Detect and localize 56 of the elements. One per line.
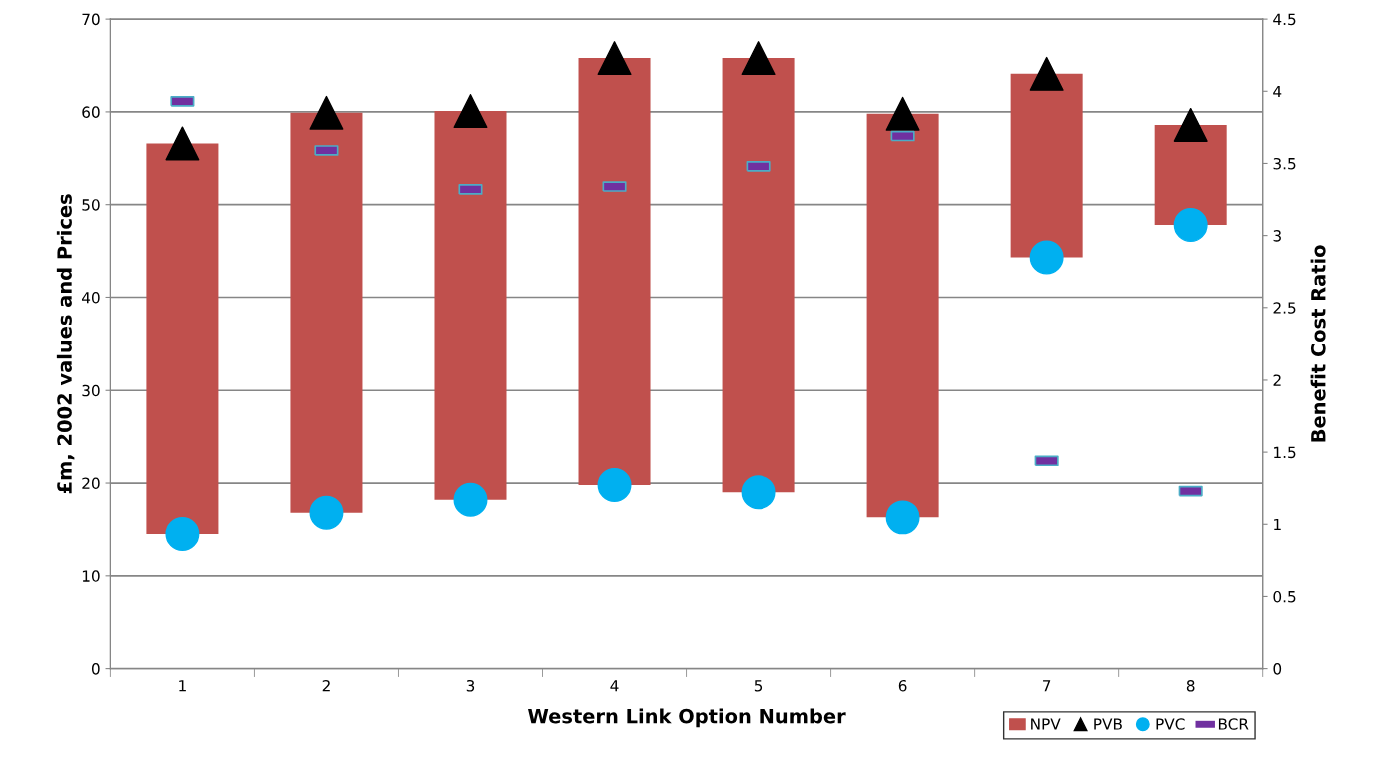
x-tick-label: 7	[1043, 680, 1051, 692]
x-tick-label: 8	[1186, 679, 1195, 692]
y2-tick-label: 4	[1273, 85, 1282, 98]
point	[165, 126, 200, 161]
bar	[1010, 73, 1083, 258]
y2-tick-label: 2.5	[1273, 302, 1296, 314]
point	[309, 495, 344, 530]
point	[453, 482, 488, 517]
point	[1173, 208, 1208, 243]
point	[741, 41, 776, 76]
point	[885, 500, 920, 535]
point	[741, 475, 776, 510]
point	[1029, 240, 1064, 275]
y-tick-label: 30	[82, 384, 100, 397]
y2-tick-label: 3.5	[1273, 157, 1296, 170]
y2-tick-label: 3	[1273, 230, 1281, 242]
point	[1173, 107, 1208, 142]
y2-tick-label: 0.5	[1273, 590, 1296, 603]
point	[597, 467, 632, 502]
y-tick-label: 40	[81, 291, 100, 304]
y-tick-label: 20	[82, 477, 100, 490]
y-tick-label: 50	[82, 199, 100, 211]
point	[165, 517, 200, 552]
bar	[578, 58, 651, 485]
bar	[722, 58, 795, 493]
y-axis-title: £m, 2002 values and Prices	[56, 194, 75, 494]
point	[453, 93, 488, 128]
y2-tick-label: 0	[1273, 663, 1282, 675]
x-tick-label: 2	[322, 679, 330, 692]
y2-axis-title: Benefit Cost Ratio	[1310, 245, 1326, 442]
y2-tick-label: 1	[1274, 518, 1281, 531]
y2-tick-label: 4.5	[1273, 13, 1296, 26]
y-tick-label: 60	[82, 106, 100, 118]
y-tick-label: 10	[82, 570, 100, 582]
point	[597, 41, 632, 76]
x-axis-title: Western Link Option Number	[528, 708, 846, 728]
bar	[866, 113, 939, 518]
point	[309, 95, 344, 130]
bar	[290, 112, 363, 513]
y-tick-label: 0	[91, 663, 100, 675]
legend-label: NPV	[1031, 718, 1061, 730]
y2-tick-label: 1.5	[1274, 446, 1296, 459]
bar	[146, 143, 219, 535]
x-tick-label: 5	[754, 680, 763, 692]
point	[1029, 56, 1064, 91]
x-tick-label: 4	[610, 680, 619, 692]
bar	[434, 110, 507, 500]
legend-label: BCR	[1218, 718, 1249, 730]
legend-label: PVC	[1156, 718, 1185, 730]
x-tick-label: 6	[898, 679, 907, 692]
point	[885, 96, 920, 131]
x-tick-label: 3	[466, 679, 475, 692]
y-tick-label: 70	[82, 13, 100, 26]
y2-tick-label: 2	[1273, 374, 1281, 386]
x-tick-label: 1	[179, 680, 186, 692]
legend-label: PVB	[1094, 718, 1122, 730]
